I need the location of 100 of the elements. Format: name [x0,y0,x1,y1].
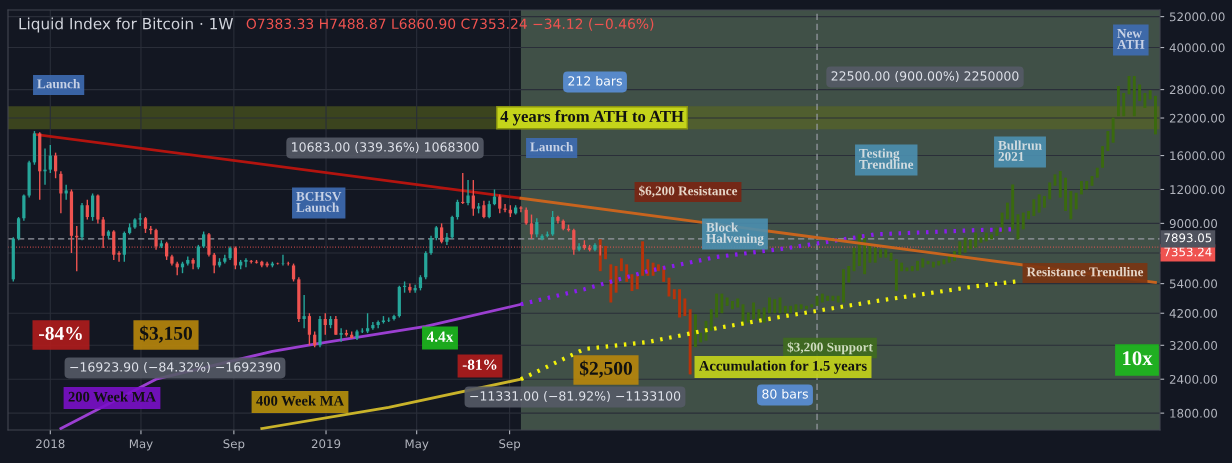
x-tick-label: May [405,439,429,451]
bar [746,312,750,323]
x-tick-label: Sep [499,439,521,451]
bar [1037,194,1041,213]
ref-line-label: 7893.05 [1164,233,1212,243]
annotation: -81% [462,359,497,370]
annotation: -84% [39,326,82,340]
y-tick-label: 1800.00 [1170,408,1218,418]
annotation: Block Halvening [706,222,764,246]
candlestick [59,170,63,215]
annotation: Launch [37,79,81,89]
x-tick-label: May [129,439,153,451]
y-tick-label: 12000.00 [1170,185,1225,195]
bar [619,258,623,272]
bar [1021,212,1025,230]
bar [1085,181,1089,190]
annotation: 10683.00 (339.36%) 1068300 [292,141,479,154]
ref-line-label: 7353.24 [1164,247,1212,257]
candlestick [450,215,454,240]
candlestick [334,315,338,336]
bar [1064,177,1068,211]
candlestick [376,319,380,329]
bar [1080,181,1083,195]
candlestick [244,257,248,269]
bar [656,264,660,272]
bar [609,264,613,303]
bar [799,304,803,310]
annotation: $2,500 [579,360,632,378]
candlestick [408,282,412,294]
bar [641,241,644,276]
bar [709,309,713,331]
y-tick-label: 9000.00 [1169,219,1218,229]
bar [731,300,734,310]
annotation: 10x [1123,351,1153,366]
bar [1058,171,1062,198]
annotation: −16923.90 (−84.32%) −1692390 [70,361,281,374]
bar [604,245,607,260]
bar [900,262,904,272]
bar [635,275,639,290]
candlestick [302,294,306,329]
bar [720,293,724,314]
bar [794,304,798,312]
annotation: 400 Week MA [256,395,344,406]
candlestick [233,245,237,270]
bar [1042,196,1046,208]
annotation: $6,200 Resistance [639,185,738,198]
bar [762,307,766,323]
annotation: Launch [530,142,574,152]
candlestick [365,312,370,334]
bar [836,295,840,303]
bar [651,262,655,276]
candlestick [64,183,68,201]
bar [699,332,703,343]
bar [1074,192,1078,210]
annotation: $3,200 Support [787,341,873,355]
bar [1048,182,1052,200]
candlestick [371,321,375,331]
candlestick [48,144,52,174]
bar [1000,212,1004,233]
bar [725,297,729,306]
bar [926,260,930,265]
annotation: Accumulation for 1.5 years [699,360,867,374]
bar [1148,90,1152,100]
candlestick [85,199,89,221]
candlestick [551,210,555,237]
bar [921,258,925,268]
bar [910,266,914,272]
x-tick-label: 2019 [311,439,341,449]
candlestick [117,250,121,263]
band-label: 4 years from ATH to ATH [500,110,684,126]
bar [1011,184,1015,230]
annotation: 200 Week MA [68,391,156,402]
bar [805,305,808,310]
bar [868,245,872,263]
bar [958,241,962,256]
bar [873,247,877,263]
annotation: 212 bars [568,75,622,86]
bar [894,259,898,292]
bar [963,237,967,253]
bar [984,232,988,242]
annotation: Testing Trendline [859,148,914,169]
bar [1027,210,1030,220]
bar [1117,86,1120,117]
annotation: $3,150 [139,325,192,343]
candlestick [498,193,502,215]
candlestick [16,216,21,241]
candlestick [466,179,470,206]
y-tick-label: 3200.00 [1169,341,1218,350]
bar [1032,199,1036,217]
annotation: 80 bars [762,388,808,399]
bar [968,239,972,250]
bar [947,255,951,263]
bar [678,289,681,318]
bar [1122,93,1126,117]
bar [693,314,697,348]
candlestick [519,205,523,213]
candlestick [96,193,100,225]
candlestick [196,244,200,270]
annotation: Resistance Trendline [1026,267,1144,277]
bar [842,269,845,303]
